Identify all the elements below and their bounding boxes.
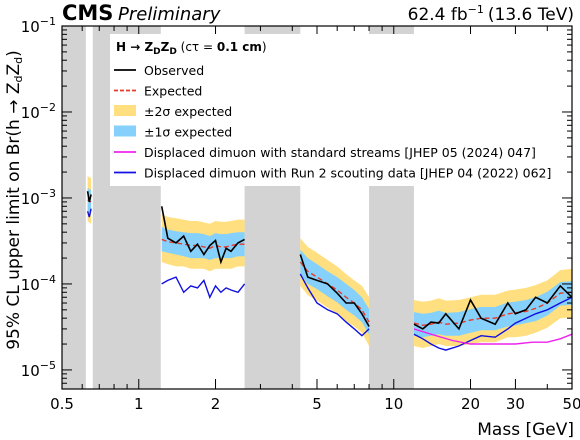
legend-entry-label: Expected: [144, 84, 202, 99]
standard-streams-line: [413, 328, 573, 345]
axes: 10−5 10−4 10−3 10−2 10−1 0.5 1 2 5 10 20 30 50: [21, 15, 580, 413]
cms-label: CMS: [62, 1, 113, 25]
y-tick-label: 10−5: [21, 359, 56, 380]
expected-line: [161, 238, 245, 250]
y-tick-label: 10−2: [21, 101, 56, 122]
vetoed-region: [62, 26, 86, 389]
preliminary-label: Preliminary: [118, 4, 221, 25]
legend-entry-label: ±1σ expected: [144, 125, 232, 140]
y-axis-label: 95% CL upper limit on Br(h → ZdZd): [4, 50, 25, 350]
legend-swatch: [114, 125, 136, 137]
limit-curves: [86, 191, 573, 351]
legend-title: H → ZDZD (cτ = 0.1 cm): [116, 40, 267, 57]
x-tick-label: 20: [461, 395, 480, 413]
legend-swatch: [114, 105, 136, 116]
run2-scouting-line: [161, 276, 246, 300]
x-tick-label: 1: [134, 395, 144, 413]
legend-entry-label: ±2σ expected: [144, 104, 232, 119]
header: CMS Preliminary 62.4 fb−1 (13.6 TeV): [62, 1, 574, 25]
legend-entry-label: Displaced dimuon with Run 2 scouting dat…: [144, 166, 551, 181]
observed-line: [299, 254, 370, 327]
legend: H → ZDZD (cτ = 0.1 cm) Observed Expected ±2…: [110, 34, 551, 186]
legend-entry-label: Displaced dimuon with standard streams […: [144, 145, 536, 160]
expected-line: [413, 291, 573, 327]
observed-line: [160, 206, 245, 265]
band-1sigma: [161, 227, 245, 260]
band-1sigma: [300, 249, 370, 335]
legend-entry-label: Observed: [144, 63, 204, 78]
x-tick-label: 2: [211, 395, 221, 413]
run2-scouting-line: [299, 273, 370, 337]
run2-scouting-line: [86, 208, 92, 218]
y-tick-label: 10−1: [21, 15, 56, 36]
x-tick-label: 30: [506, 395, 525, 413]
x-axis-label: Mass [GeV]: [477, 420, 574, 440]
run2-scouting-line: [413, 296, 573, 351]
x-tick-label: 10: [384, 395, 403, 413]
legend-box: [110, 34, 550, 186]
lumi-label: 62.4 fb−1 (13.6 TeV): [408, 3, 574, 25]
observed-line: [86, 191, 92, 203]
observed-line: [413, 284, 573, 331]
expected-line: [299, 261, 370, 323]
x-tick-label: 5: [312, 395, 322, 413]
x-tick-label: 50: [562, 395, 580, 413]
x-tick-label: 0.5: [50, 395, 74, 413]
y-tick-label: 10−3: [21, 187, 56, 208]
y-tick-label: 10−4: [21, 273, 56, 294]
